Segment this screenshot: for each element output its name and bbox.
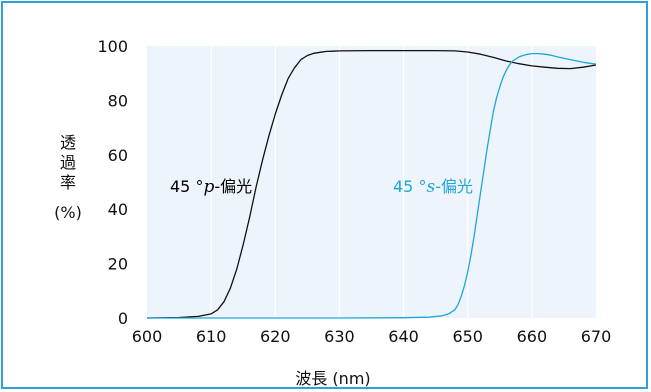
series-line-p (146, 49, 597, 319)
y-tick-80: 80 (108, 91, 128, 110)
plot-background (147, 46, 596, 318)
x-tick-650: 650 (452, 327, 483, 346)
y-axis-title-char: 過 (60, 153, 76, 172)
y-axis-label: 透過率 (%) (54, 133, 82, 222)
p-series-annotation: 45 °p-偏光 (170, 177, 252, 197)
x-axis-ticks: 600 610 620 630 640 650 660 670 (132, 327, 612, 346)
x-tick-670: 670 (581, 327, 612, 346)
y-tick-20: 20 (108, 255, 128, 274)
y-tick-40: 40 (108, 200, 128, 219)
y-axis-title-char: 率 (60, 173, 76, 192)
x-axis-label: 波長 (nm) (295, 369, 370, 388)
x-tick-620: 620 (260, 327, 291, 346)
x-tick-610: 610 (196, 327, 227, 346)
grid-lines (210, 46, 533, 318)
y-tick-100: 100 (97, 37, 128, 56)
y-axis-unit: (%) (54, 203, 82, 222)
x-tick-660: 660 (517, 327, 548, 346)
y-axis-title-char: 透 (60, 133, 76, 152)
s-series-annotation: 45 °s-偏光 (393, 177, 473, 197)
series-line-s (147, 52, 597, 319)
y-axis-title: 透過率 (60, 133, 76, 192)
y-tick-0: 0 (118, 309, 128, 328)
y-tick-60: 60 (108, 146, 128, 165)
x-tick-630: 630 (324, 327, 355, 346)
series-layer (146, 49, 597, 319)
y-axis-ticks: 0 20 40 60 80 100 (97, 37, 128, 328)
x-tick-600: 600 (132, 327, 163, 346)
x-tick-640: 640 (388, 327, 419, 346)
